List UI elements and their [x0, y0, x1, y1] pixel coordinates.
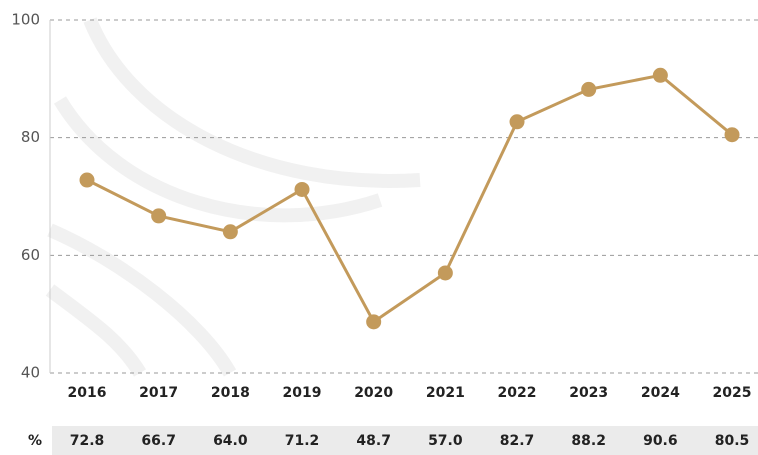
value-label: 72.8: [70, 433, 105, 449]
y-tick-label: 80: [21, 128, 40, 146]
table-row: [52, 426, 758, 455]
x-tick-label: 2024: [641, 385, 680, 401]
point: [79, 172, 95, 188]
value-label: 80.5: [715, 433, 750, 449]
point: [581, 81, 597, 97]
y-tick-label: 40: [21, 364, 40, 382]
value-label: 48.7: [356, 433, 391, 449]
point: [509, 114, 525, 130]
point: [437, 265, 453, 281]
point: [294, 181, 310, 197]
value-label: 82.7: [500, 433, 535, 449]
x-tick-label: 2021: [426, 385, 465, 401]
value-label: 88.2: [571, 433, 606, 449]
value-label: 66.7: [141, 433, 176, 449]
y-tick-label: 100: [11, 11, 40, 29]
x-tick-label: 2025: [713, 385, 752, 401]
x-tick-label: 2018: [211, 385, 250, 401]
value-label: 64.0: [213, 433, 248, 449]
x-tick-label: 2023: [569, 385, 608, 401]
x-tick-label: 2019: [283, 385, 322, 401]
x-tick-label: 2016: [68, 385, 107, 401]
point: [724, 127, 740, 143]
line: [86, 73, 733, 324]
point: [222, 224, 238, 240]
value-label: 90.6: [643, 433, 678, 449]
point: [151, 208, 167, 224]
x-tick-label: 2017: [139, 385, 178, 401]
y-tick-label: 60: [21, 246, 40, 264]
value-label: 71.2: [285, 433, 320, 449]
watermark: [45, 17, 421, 377]
x-tick-label: 2020: [354, 385, 393, 401]
point: [652, 67, 668, 83]
x-tick-label: 2022: [498, 385, 537, 401]
value-label: 57.0: [428, 433, 463, 449]
row-label: %: [28, 433, 42, 449]
point: [366, 314, 382, 330]
